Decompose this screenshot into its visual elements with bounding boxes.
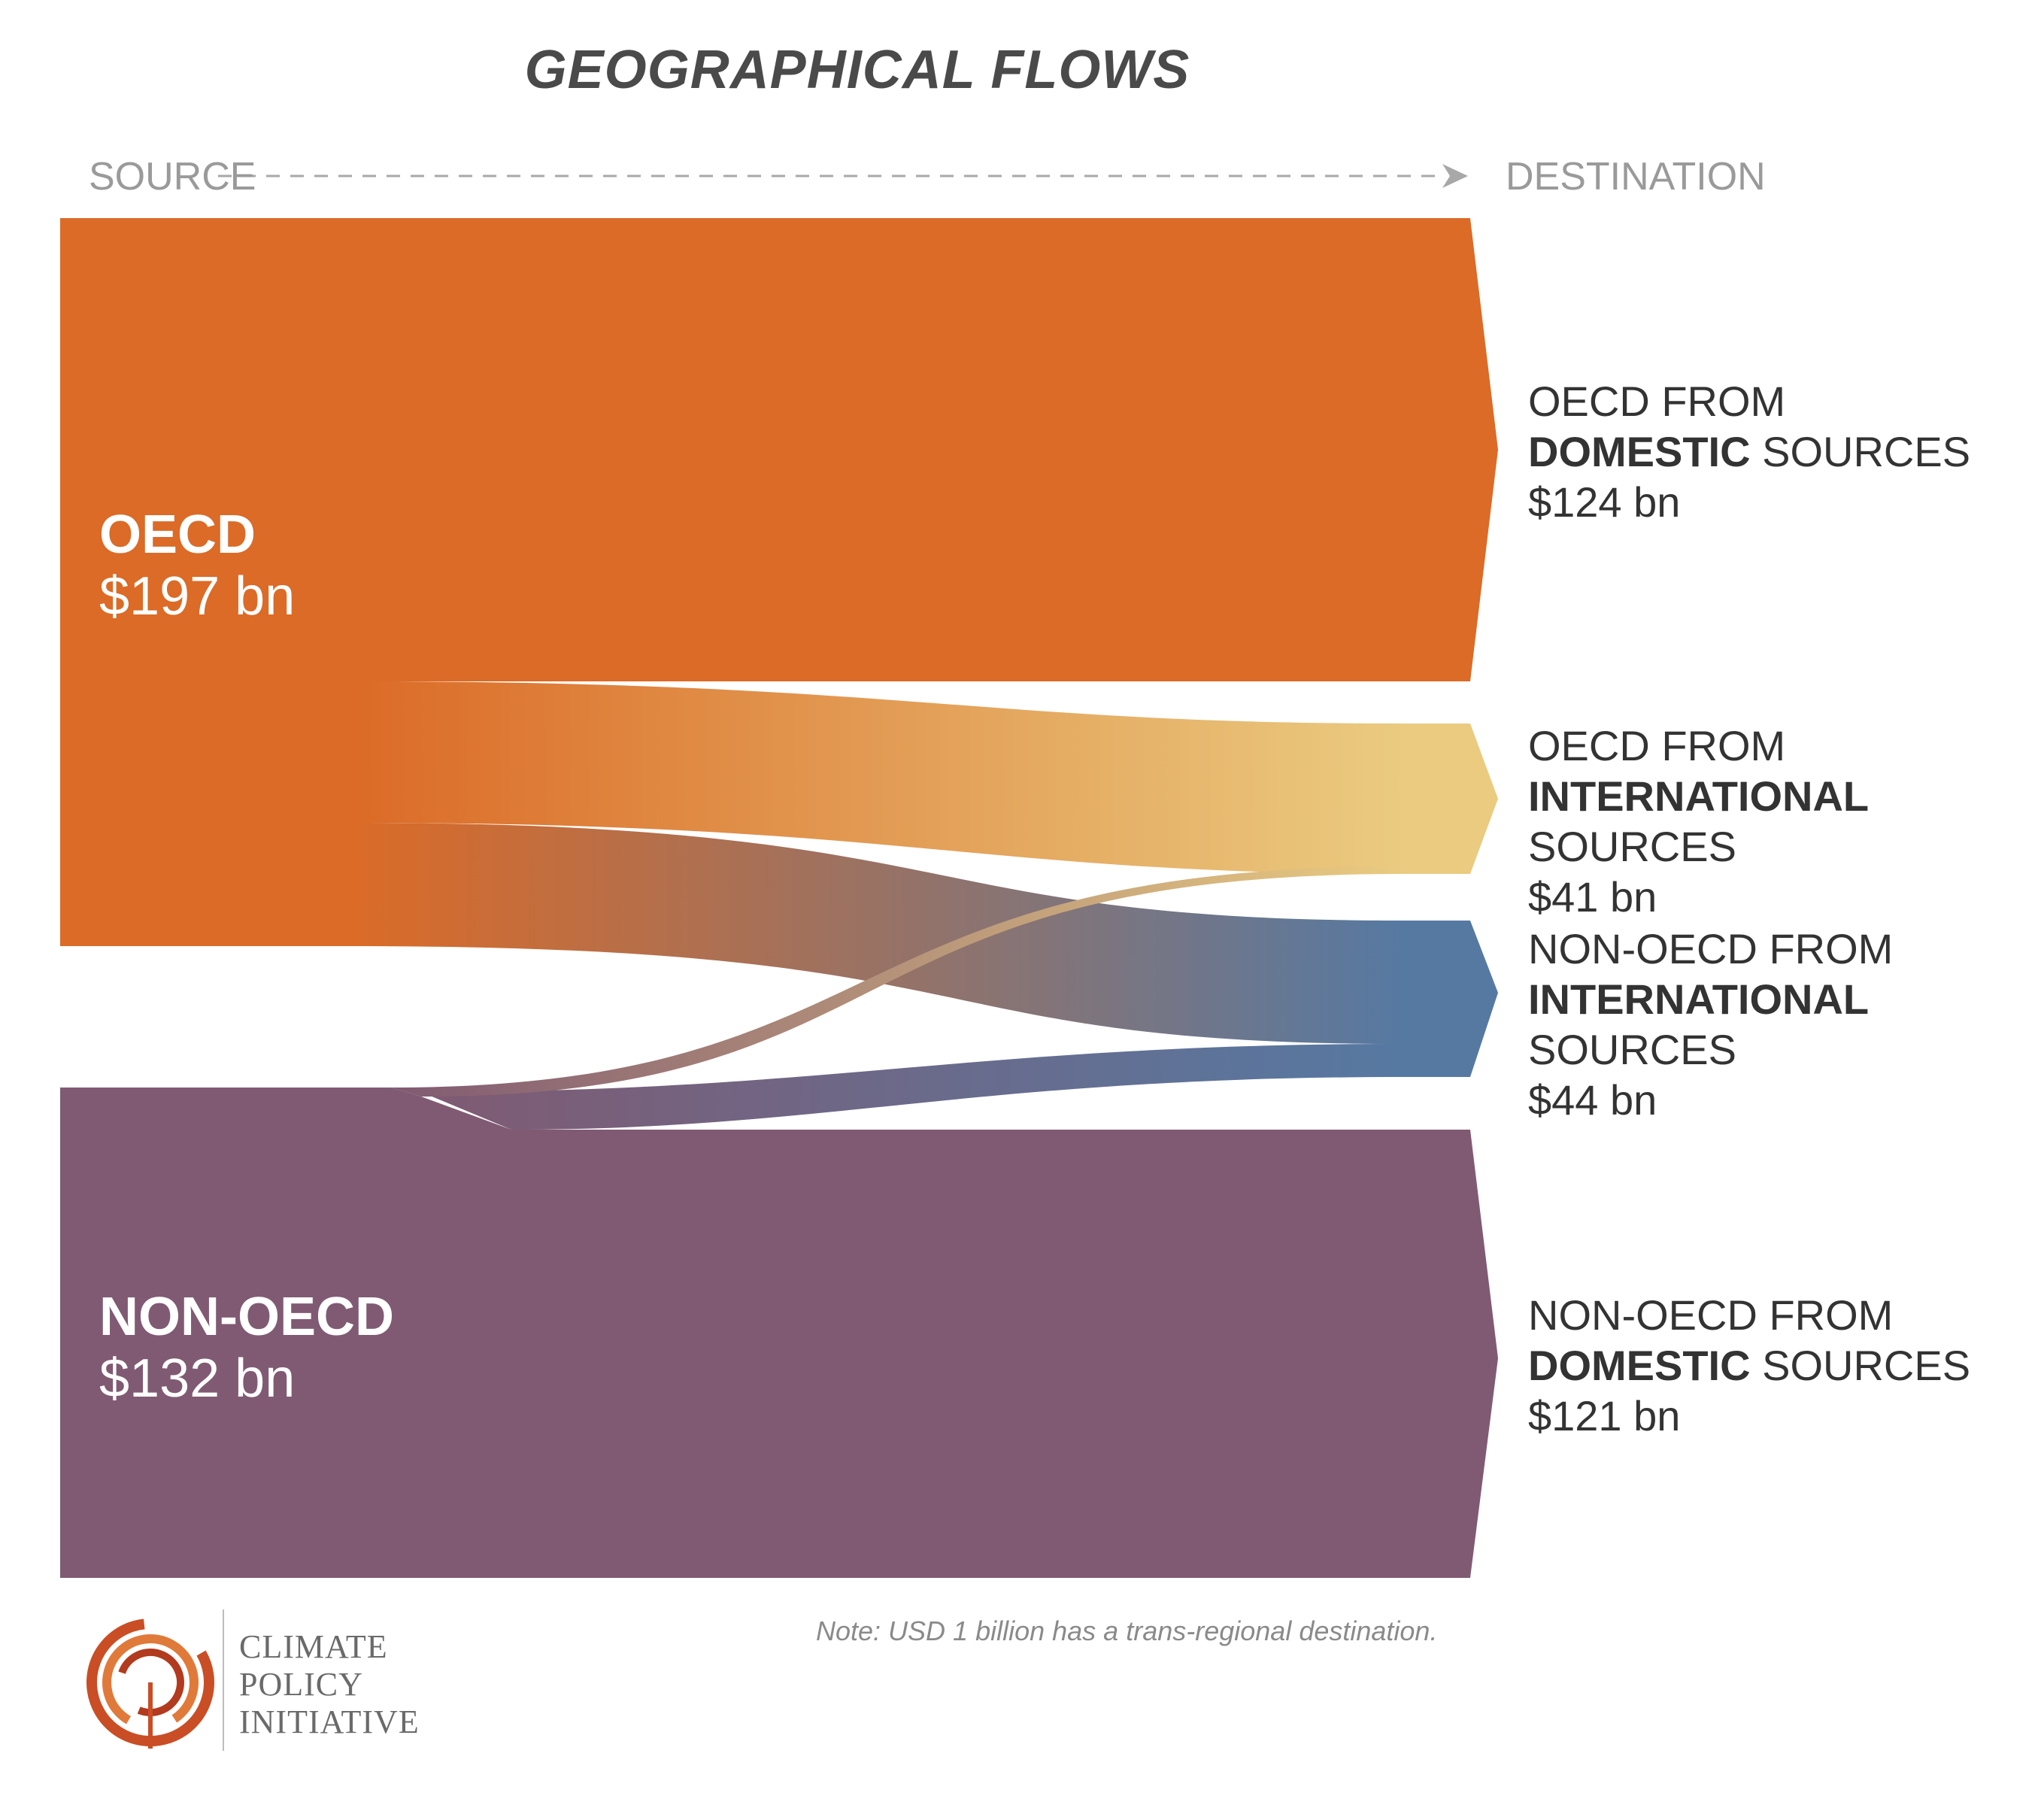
dest-oecd-international-label: OECD FROM INTERNATIONAL SOURCES $41 bn — [1528, 720, 2044, 922]
dest-value: $121 bn — [1528, 1392, 1681, 1439]
flow-non-oecd-domestic — [60, 1088, 1498, 1578]
oecd-source-value: $197 bn — [99, 566, 296, 626]
dest-rest: SOURCES — [1528, 823, 1736, 870]
oecd-international-arrowhead — [1403, 724, 1498, 874]
dest-line1: NON-OECD FROM — [1528, 925, 1894, 972]
dest-value: $124 bn — [1528, 478, 1681, 526]
logo-divider — [223, 1609, 224, 1751]
dest-rest: SOURCES — [1750, 1342, 1971, 1389]
cpi-logo-icon — [86, 1618, 214, 1749]
dest-line1: NON-OECD FROM — [1528, 1291, 1894, 1339]
dest-rest: SOURCES — [1750, 428, 1971, 475]
oecd-source-block — [60, 218, 361, 946]
flow-oecd-domestic — [60, 218, 1498, 681]
dest-bold: DOMESTIC — [1528, 1342, 1751, 1389]
flow-oecd-to-non-oecd-international — [353, 823, 1403, 1044]
footnote: Note: USD 1 billion has a trans-regional… — [816, 1615, 1438, 1646]
chart-title: GEOGRAPHICAL FLOWS — [524, 40, 1190, 100]
flow-direction-arrowhead — [1442, 164, 1468, 188]
dest-non-oecd-domestic-label: NON-OECD FROM DOMESTIC SOURCES $121 bn — [1528, 1290, 1970, 1441]
dest-bold: DOMESTIC — [1528, 428, 1751, 475]
flow-non-oecd-to-non-oecd-international — [421, 1044, 1403, 1130]
flow-oecd-to-oecd-international — [353, 681, 1403, 874]
non-oecd-source-name: NON-OECD — [99, 1287, 394, 1347]
non-oecd-international-arrowhead — [1403, 921, 1498, 1077]
dest-value: $41 bn — [1528, 873, 1657, 921]
dest-line1: OECD FROM — [1528, 722, 1786, 769]
cpi-logo-text: CLIMATE POLICY INITIATIVE — [239, 1628, 420, 1741]
dest-non-oecd-international-label: NON-OECD FROM INTERNATIONAL SOURCES $44 … — [1528, 924, 2044, 1125]
non-oecd-source-label: NON-OECD $132 bn — [99, 1286, 394, 1409]
source-axis-label: SOURCE — [89, 155, 256, 199]
logo-line-climate: CLIMATE — [239, 1628, 388, 1665]
dest-oecd-domestic-label: OECD FROM DOMESTIC SOURCES $124 bn — [1528, 376, 1970, 527]
non-oecd-source-value: $132 bn — [99, 1348, 296, 1409]
dest-line1: OECD FROM — [1528, 378, 1786, 425]
oecd-source-label: OECD $197 bn — [99, 504, 295, 627]
dest-bold: INTERNATIONAL — [1528, 772, 1870, 820]
dest-bold: INTERNATIONAL — [1528, 975, 1870, 1023]
logo-line-policy: POLICY — [239, 1666, 363, 1703]
oecd-source-name: OECD — [99, 505, 256, 565]
dest-value: $44 bn — [1528, 1076, 1657, 1124]
logo-line-initiative: INITIATIVE — [239, 1703, 420, 1740]
dest-rest: SOURCES — [1528, 1026, 1736, 1073]
destination-axis-label: DESTINATION — [1506, 155, 1766, 199]
